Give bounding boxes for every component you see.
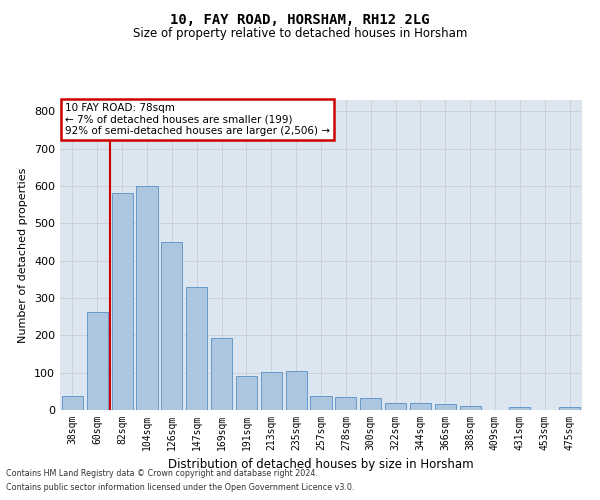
Text: 10, FAY ROAD, HORSHAM, RH12 2LG: 10, FAY ROAD, HORSHAM, RH12 2LG — [170, 12, 430, 26]
Text: Contains public sector information licensed under the Open Government Licence v3: Contains public sector information licen… — [6, 484, 355, 492]
Bar — [87, 312, 108, 410]
Text: Size of property relative to detached houses in Horsham: Size of property relative to detached ho… — [133, 28, 467, 40]
Bar — [410, 404, 431, 410]
Bar — [112, 194, 133, 410]
Y-axis label: Number of detached properties: Number of detached properties — [19, 168, 28, 342]
Bar — [286, 371, 307, 410]
Bar — [385, 404, 406, 410]
Bar — [161, 242, 182, 410]
Bar — [211, 338, 232, 410]
Text: 10 FAY ROAD: 78sqm
← 7% of detached houses are smaller (199)
92% of semi-detache: 10 FAY ROAD: 78sqm ← 7% of detached hous… — [65, 103, 330, 136]
Bar — [435, 404, 456, 410]
Text: Contains HM Land Registry data © Crown copyright and database right 2024.: Contains HM Land Registry data © Crown c… — [6, 468, 318, 477]
X-axis label: Distribution of detached houses by size in Horsham: Distribution of detached houses by size … — [168, 458, 474, 471]
Bar — [261, 372, 282, 410]
Bar — [335, 397, 356, 410]
Bar — [509, 407, 530, 410]
Bar — [62, 396, 83, 410]
Bar — [460, 406, 481, 410]
Bar — [236, 376, 257, 410]
Bar — [136, 186, 158, 410]
Bar — [186, 286, 207, 410]
Bar — [310, 396, 332, 410]
Bar — [559, 407, 580, 410]
Bar — [360, 398, 381, 410]
